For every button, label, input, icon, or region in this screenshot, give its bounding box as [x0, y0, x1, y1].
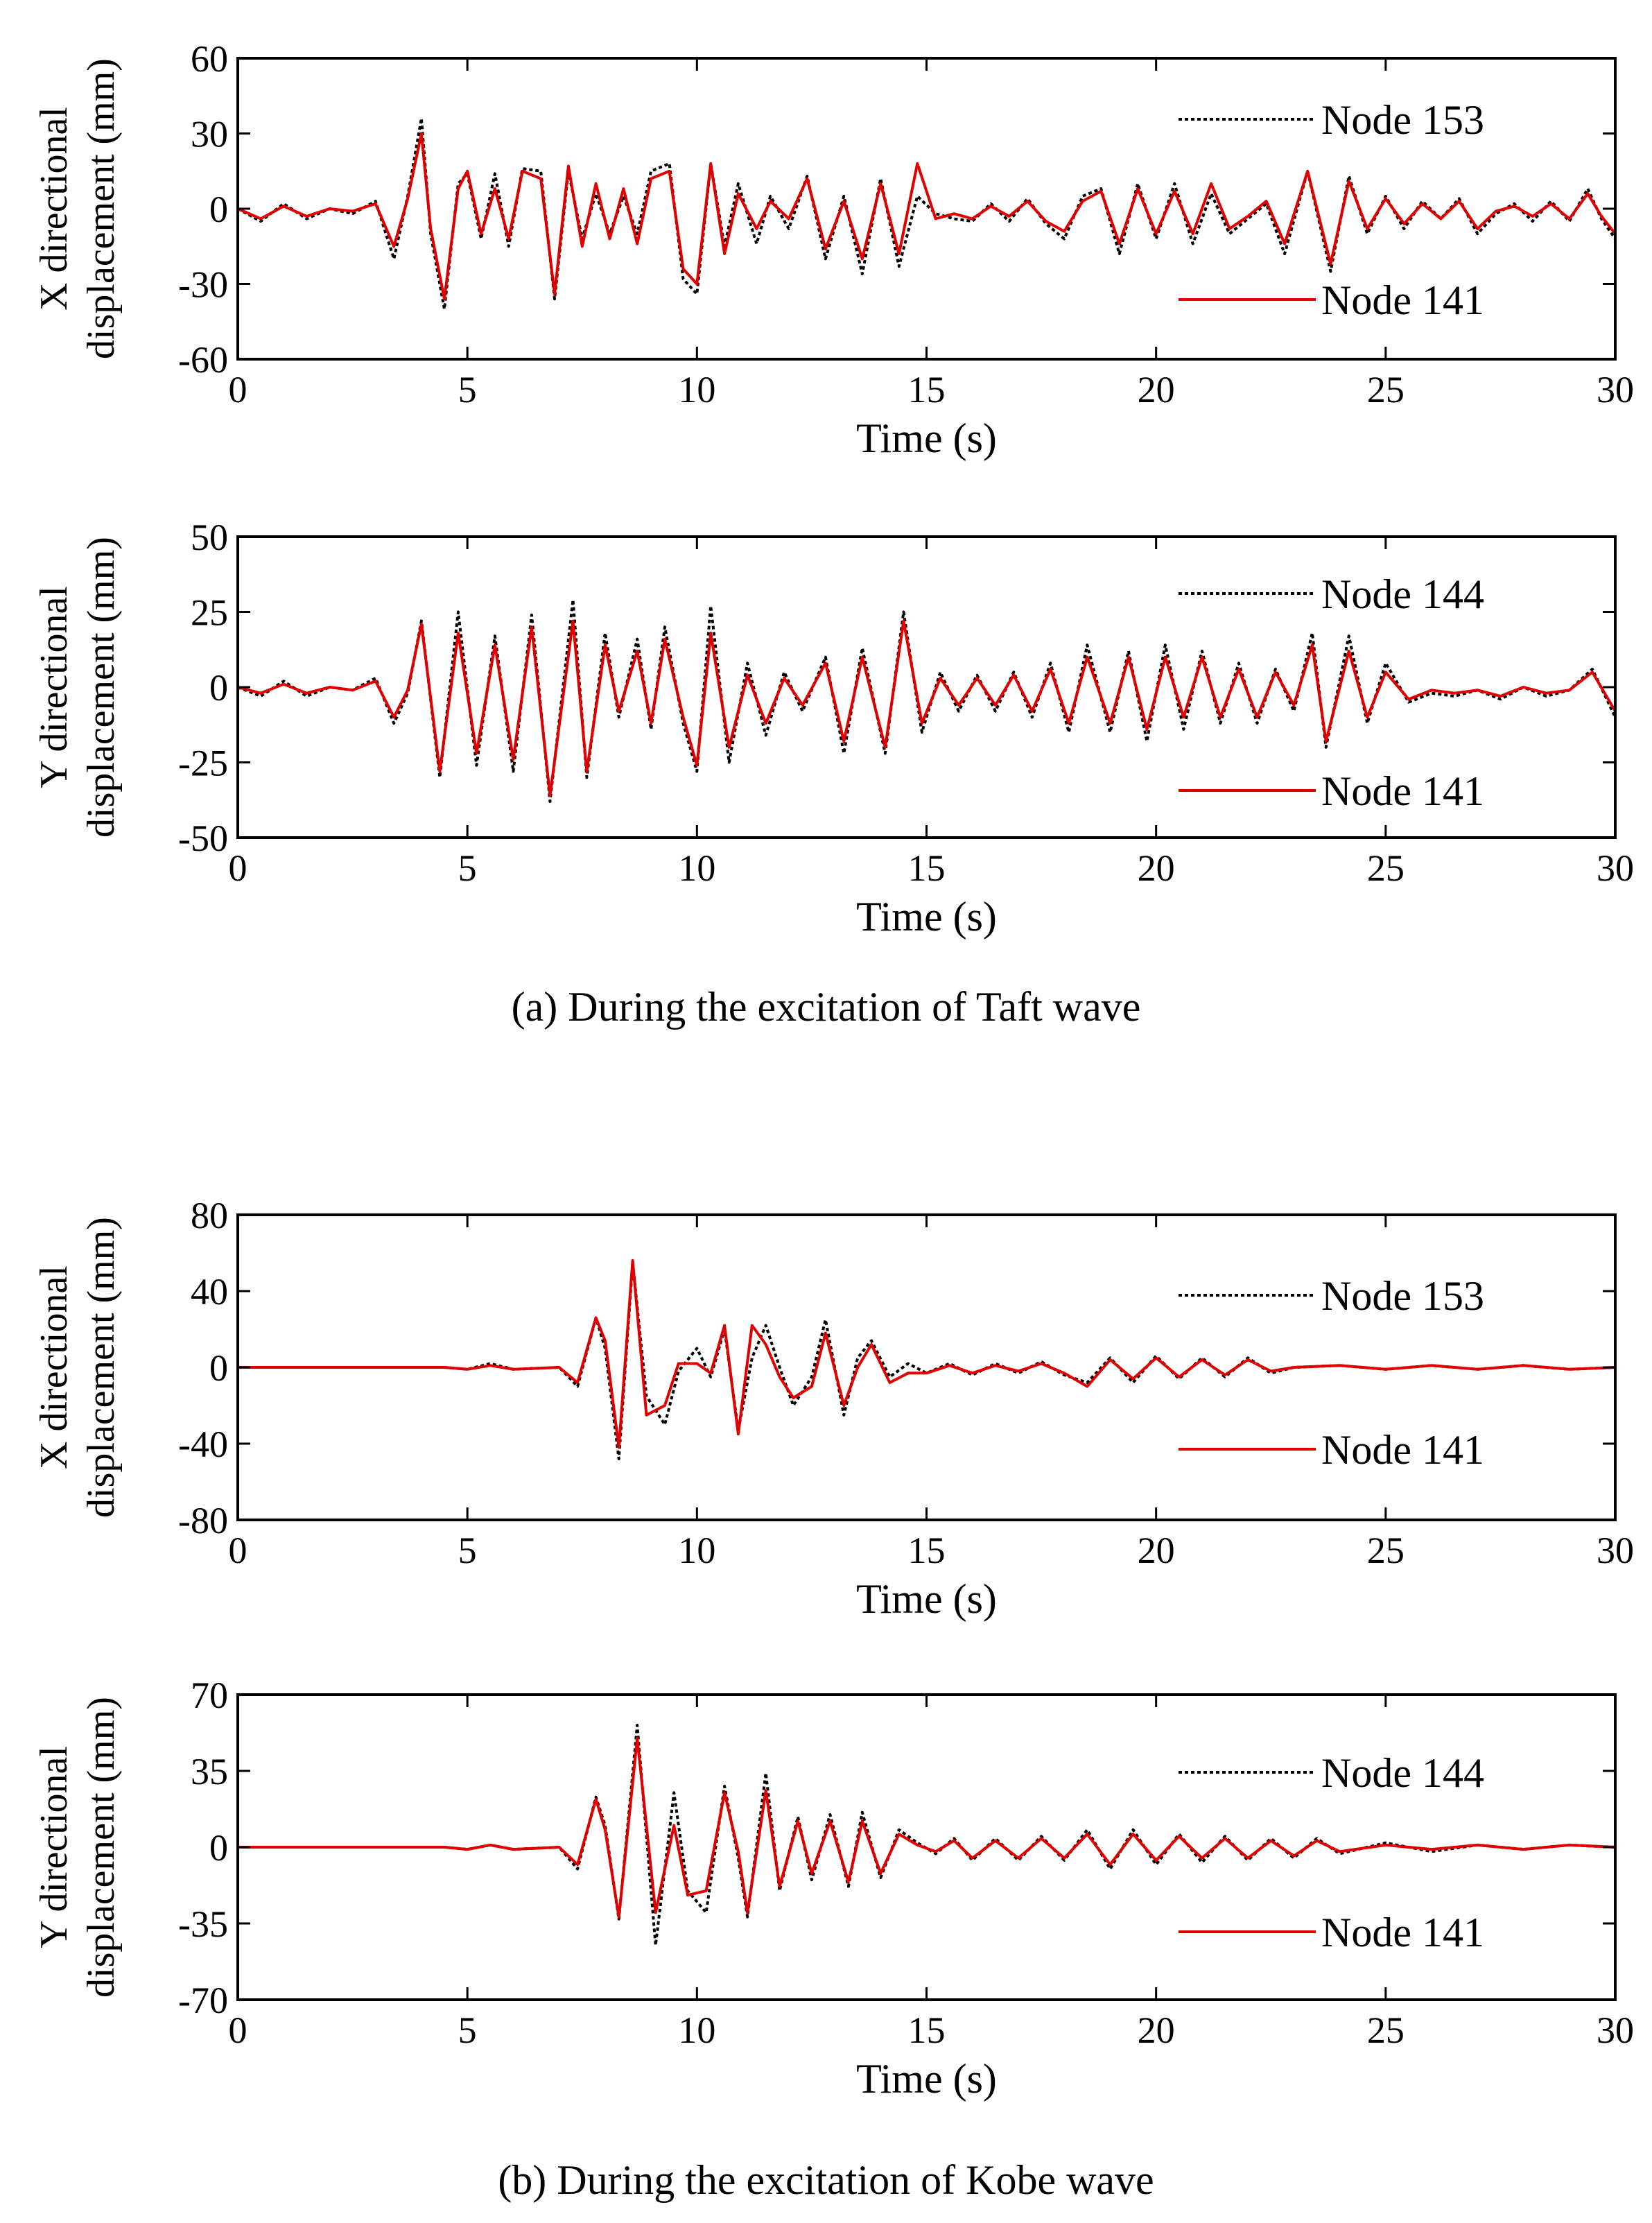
series-line-1: [238, 598, 1615, 803]
y-axis-label-line2: displacement (mm): [80, 537, 123, 838]
y-tick-label: 60: [191, 38, 228, 80]
x-tick-label: 25: [1367, 2009, 1405, 2051]
chart-4: 0 5 10 15 20 25 30 -70 -35 0 35 70 Time (s) Y directi…: [33, 1675, 1634, 2102]
series-line-2: [238, 1259, 1615, 1449]
series-line-2: [238, 619, 1615, 797]
legend-label: Node 144: [1321, 571, 1484, 617]
caption-a: (a) During the excitation of Taft wave: [511, 984, 1141, 1030]
x-tick-label: 5: [458, 2009, 477, 2051]
y-tick-label: 0: [209, 1827, 228, 1869]
y-tick-label: 70: [191, 1675, 228, 1716]
y-tick-label: -35: [178, 1903, 228, 1945]
x-tick-label: 20: [1138, 1530, 1175, 1571]
legend-label: Node 153: [1321, 97, 1484, 143]
legend-label: Node 141: [1321, 277, 1484, 323]
legend-label: Node 141: [1321, 1427, 1484, 1473]
x-tick-label: 5: [458, 369, 477, 410]
chart-3: 0 5 10 15 20 25 30 -80 -40 0 40 80 Time (s) X directi…: [33, 1195, 1634, 1622]
x-tick-label: 15: [908, 847, 946, 889]
x-tick-label: 15: [908, 1530, 946, 1571]
y-tick-label: -50: [178, 818, 228, 859]
x-tick-label: 25: [1367, 369, 1405, 410]
y-axis-label-line2: displacement (mm): [80, 58, 123, 359]
x-tick-label: 20: [1138, 2009, 1175, 2051]
x-tick-label: 0: [229, 369, 247, 410]
legend-label: Node 141: [1321, 768, 1484, 814]
x-tick-label: 5: [458, 847, 477, 889]
x-tick-label: 30: [1597, 1530, 1634, 1571]
y-tick-label: 50: [191, 517, 228, 558]
y-tick-label: 30: [191, 114, 228, 155]
y-tick-label: -40: [178, 1424, 228, 1465]
y-tick-label: 25: [191, 592, 228, 634]
x-tick-label: 15: [908, 369, 946, 410]
x-tick-label: 30: [1597, 2009, 1634, 2051]
x-tick-label: 0: [229, 2009, 247, 2051]
x-tick-label: 10: [678, 2009, 715, 2051]
x-axis-label: Time (s): [856, 2056, 997, 2102]
x-tick-label: 20: [1138, 369, 1175, 410]
x-tick-label: 20: [1138, 847, 1175, 889]
legend-label: Node 141: [1321, 1910, 1484, 1955]
y-axis-label-line1: X directional: [33, 1265, 76, 1469]
y-tick-label: 35: [191, 1751, 228, 1792]
x-tick-label: 25: [1367, 847, 1405, 889]
chart-2: 0 5 10 15 20 25 30 -50 -25 0 25 50 Time (s) Y directi…: [33, 517, 1634, 940]
y-tick-label: -25: [178, 743, 228, 784]
y-tick-label: 80: [191, 1195, 228, 1236]
series-line-2: [238, 1736, 1615, 1919]
x-tick-label: 30: [1597, 369, 1634, 410]
y-tick-label: -60: [178, 339, 228, 381]
chart-1: 0 5 10 15 20 25 30 -60 -30 0 30 60 Time (s) X directi…: [33, 38, 1634, 461]
y-axis-label-line2: displacement (mm): [80, 1217, 123, 1518]
y-tick-label: 0: [209, 667, 228, 709]
x-tick-label: 25: [1367, 1530, 1405, 1571]
y-tick-label: 0: [209, 1347, 228, 1389]
y-axis-label-line1: Y directional: [33, 1746, 76, 1948]
legend-label: Node 153: [1321, 1273, 1484, 1319]
x-tick-label: 10: [678, 369, 715, 410]
x-axis-label: Time (s): [856, 415, 997, 461]
x-tick-label: 10: [678, 847, 715, 889]
x-tick-label: 15: [908, 2009, 946, 2051]
y-tick-label: -70: [178, 1980, 228, 2021]
x-tick-label: 5: [458, 1530, 477, 1571]
y-tick-label: -80: [178, 1500, 228, 1541]
x-axis-label: Time (s): [856, 894, 997, 940]
y-tick-label: 40: [191, 1271, 228, 1313]
caption-b: (b) During the excitation of Kobe wave: [498, 2157, 1154, 2203]
y-tick-label: 0: [209, 189, 228, 230]
x-tick-label: 10: [678, 1530, 715, 1571]
x-tick-label: 0: [229, 847, 247, 889]
y-axis-label-line1: Y directional: [33, 586, 76, 788]
legend-label: Node 144: [1321, 1750, 1484, 1796]
series-line-2: [238, 132, 1615, 301]
x-tick-label: 30: [1597, 847, 1634, 889]
y-axis-label-line1: X directional: [33, 107, 76, 311]
x-tick-label: 0: [229, 1530, 247, 1571]
y-tick-label: -30: [178, 264, 228, 306]
x-axis-label: Time (s): [856, 1576, 997, 1622]
y-axis-label-line2: displacement (mm): [80, 1697, 123, 1998]
